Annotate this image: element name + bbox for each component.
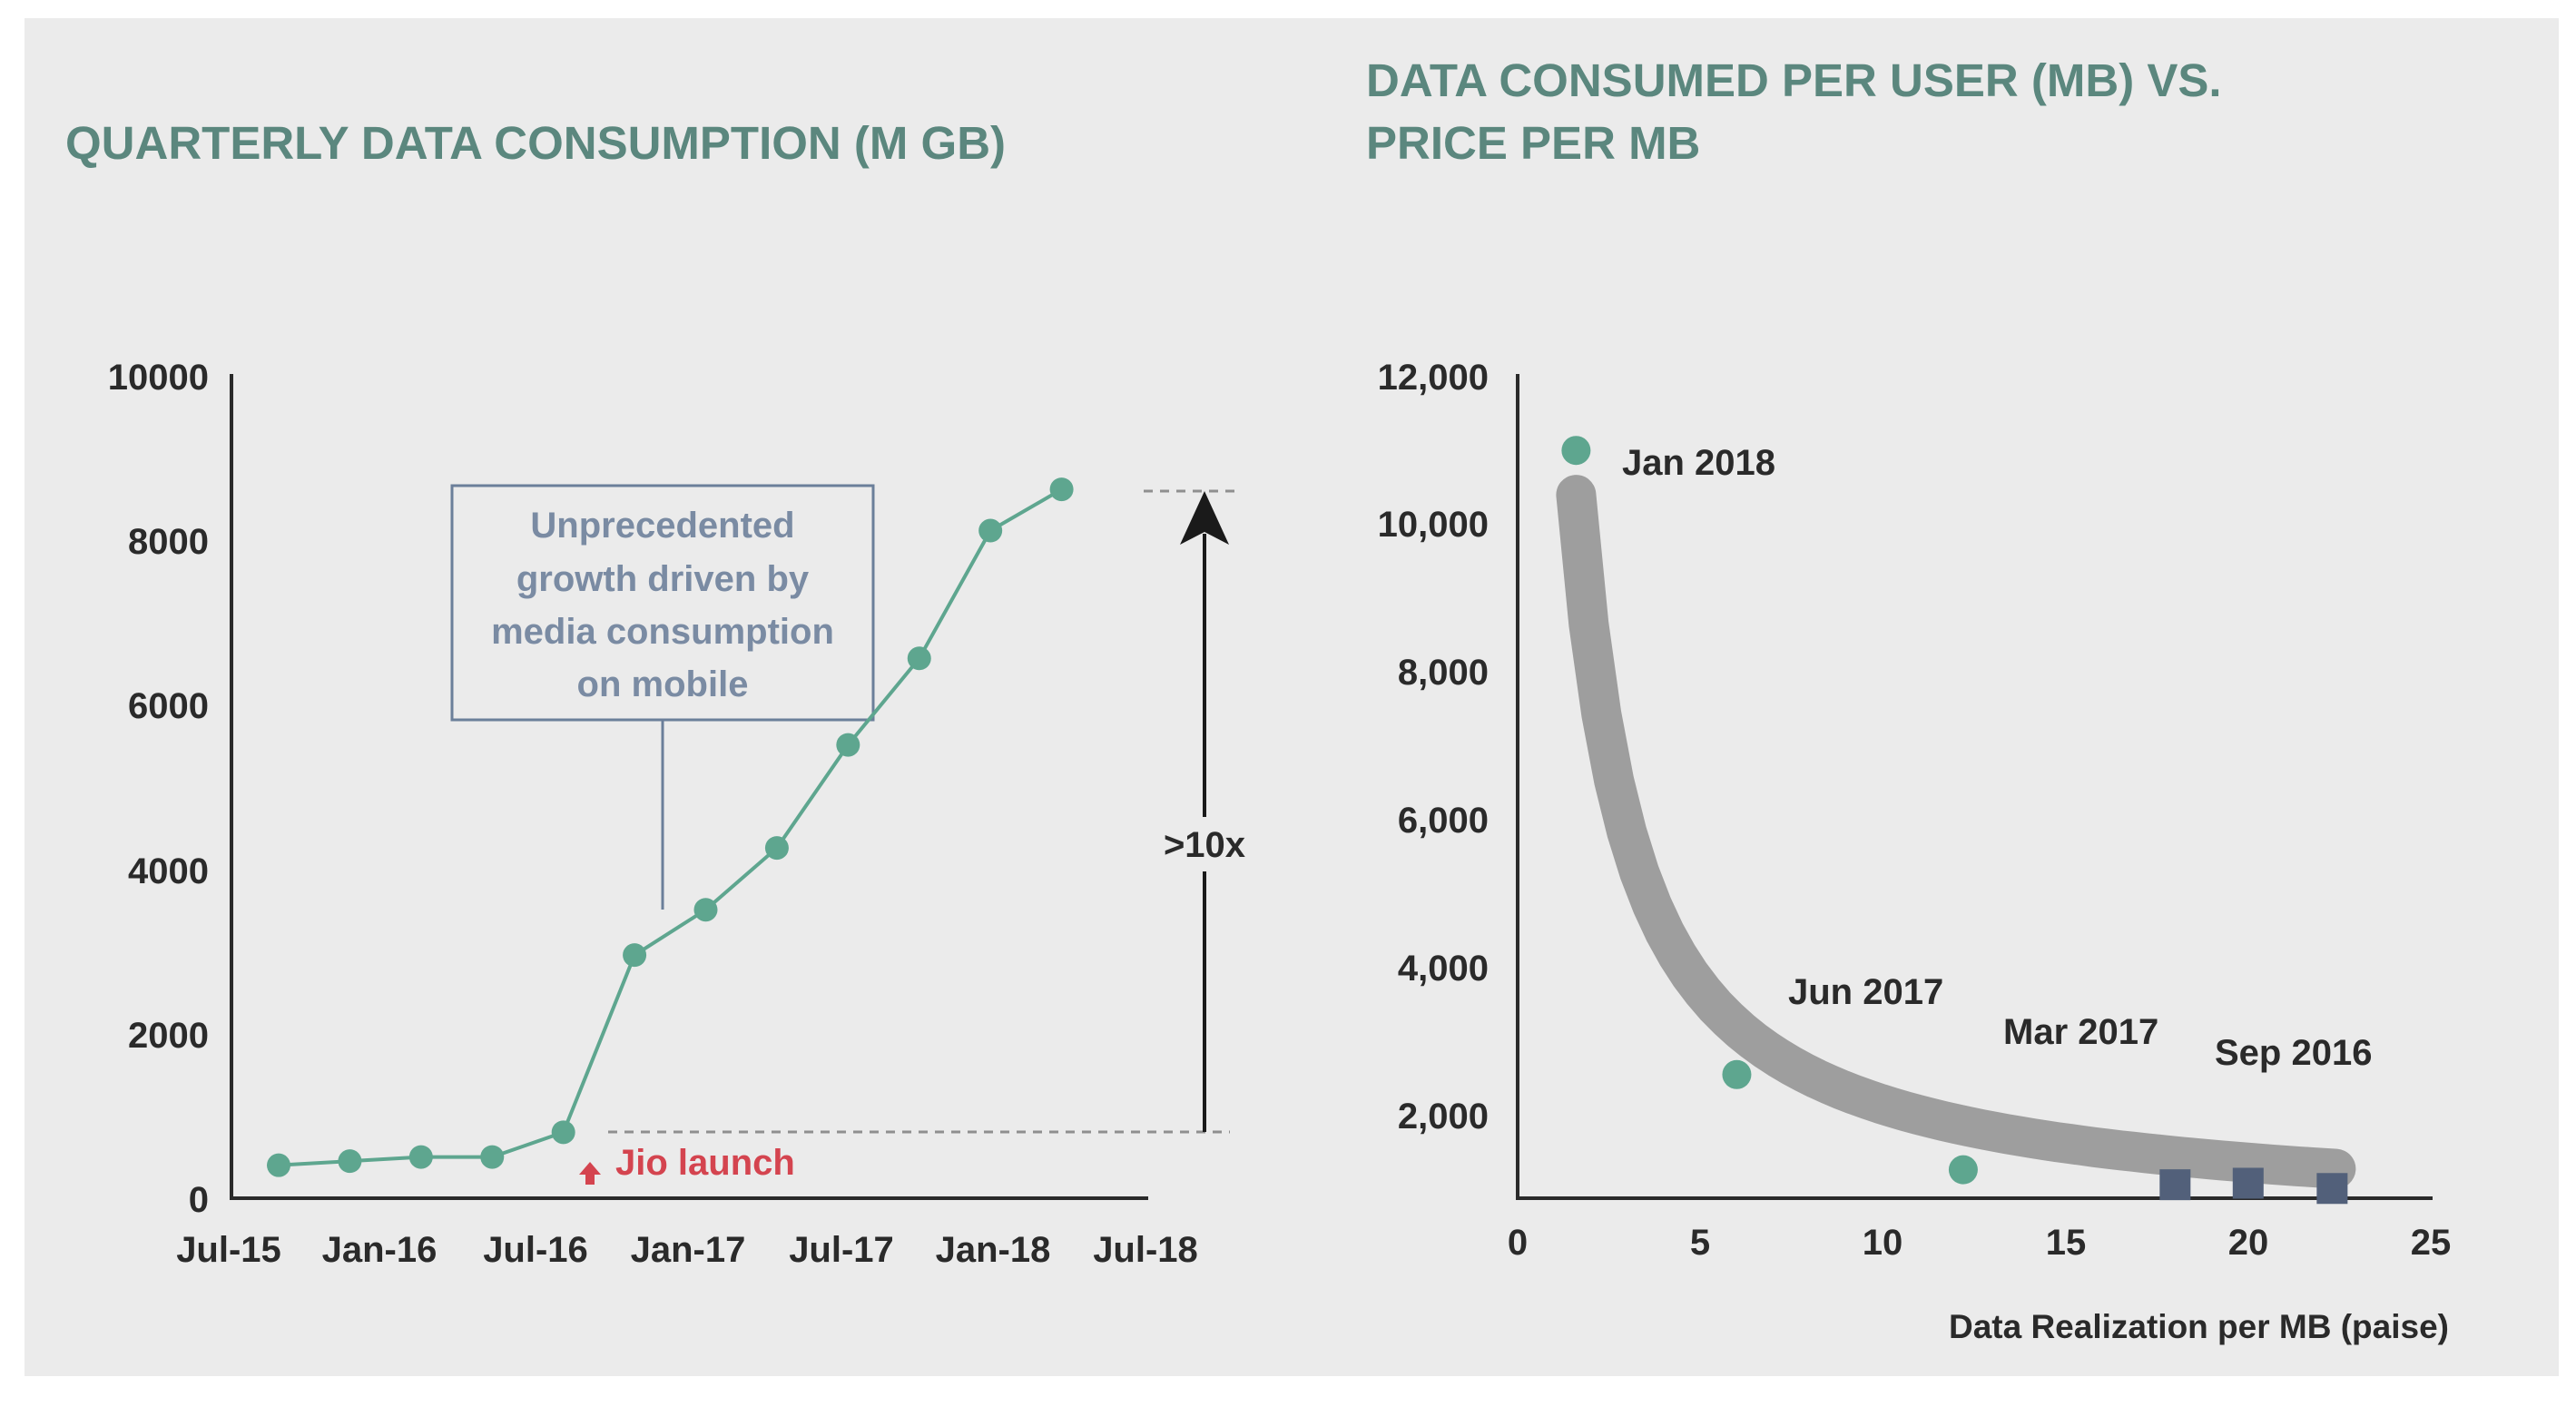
right-x-tick-label: 0	[1508, 1223, 1528, 1263]
growth-arrow-head-icon	[1180, 491, 1229, 545]
right-y-tick-label: 2,000	[1398, 1097, 1489, 1136]
right-x-tick-label: 20	[2228, 1223, 2269, 1263]
left-x-tick-label: Jul-17	[789, 1230, 894, 1270]
consumption-points	[267, 477, 1074, 1177]
left-chart-title: QUARTERLY DATA CONSUMPTION (M GB)	[65, 117, 1006, 169]
left-x-tick-label: Jul-15	[176, 1230, 281, 1270]
right-y-tick-label: 12,000	[1378, 358, 1489, 398]
consumption-point	[1049, 477, 1074, 502]
left-y-tick-label: 4000	[128, 851, 209, 891]
right-y-tick-label: 6,000	[1398, 801, 1489, 841]
left-x-tick-label: Jul-16	[483, 1230, 588, 1270]
consumption-point	[693, 898, 718, 922]
right-x-tick-label: 15	[2046, 1223, 2087, 1263]
callout-text-line: Unprecedented	[530, 506, 794, 546]
consumption-point	[480, 1145, 505, 1169]
left-y-tick-label: 6000	[128, 686, 209, 726]
point-label: Sep 2016	[2215, 1033, 2372, 1073]
left-y-tick-label: 10000	[108, 358, 209, 398]
right-y-tick-label: 10,000	[1378, 505, 1489, 545]
point-label: Jun 2017	[1788, 972, 1943, 1012]
right-chart-title-line: DATA CONSUMED PER USER (MB) VS.	[1366, 54, 2222, 106]
left-x-tick-label: Jan-18	[936, 1230, 1051, 1270]
scatter-circle-point	[1948, 1155, 1978, 1185]
scatter-square-point	[2159, 1169, 2191, 1201]
left-x-tick-label: Jul-18	[1093, 1230, 1198, 1270]
callout-text-line: media consumption	[491, 612, 834, 652]
scatter-points	[1561, 436, 2348, 1205]
right-chart-title-line: PRICE PER MB	[1366, 117, 1700, 169]
left-x-tick-label: Jan-17	[631, 1230, 746, 1270]
scatter-circle-point	[1722, 1059, 1752, 1089]
consumption-point	[907, 646, 931, 671]
point-label: Mar 2017	[2003, 1012, 2158, 1052]
left-x-tick-label: Jan-16	[322, 1230, 438, 1270]
scatter-square-point	[2316, 1173, 2348, 1205]
trend-band	[1556, 475, 2356, 1189]
right-x-tick-label: 5	[1690, 1223, 1710, 1263]
left-y-tick-label: 8000	[128, 522, 209, 562]
consumption-point	[408, 1145, 433, 1169]
right-chart: DATA CONSUMED PER USER (MB) VS. PRICE PE…	[1366, 54, 2451, 1345]
left-y-tick-label: 2000	[128, 1016, 209, 1056]
right-y-tick-label: 4,000	[1398, 949, 1489, 989]
right-y-tick-label: 8,000	[1398, 653, 1489, 693]
multiplier-label-bg	[1160, 817, 1251, 871]
consumption-point	[551, 1120, 575, 1145]
callout-text-line: on mobile	[577, 664, 749, 704]
consumption-point	[978, 518, 1003, 543]
scatter-circle-point	[1561, 436, 1591, 466]
consumption-point	[623, 943, 647, 968]
point-label: Jan 2018	[1622, 443, 1775, 483]
left-chart: QUARTERLY DATA CONSUMPTION (M GB) 10000 …	[65, 117, 1251, 1270]
right-x-tick-label: 10	[1863, 1223, 1903, 1263]
consumption-series-line	[278, 487, 1063, 1167]
scatter-square-point	[2232, 1167, 2264, 1199]
callout-text-line: growth driven by	[516, 559, 810, 599]
consumption-point	[836, 733, 860, 757]
consumption-point	[764, 836, 789, 861]
right-x-tick-label: 25	[2411, 1223, 2452, 1263]
right-x-axis-label: Data Realization per MB (paise)	[1949, 1308, 2449, 1345]
consumption-point	[267, 1153, 290, 1177]
left-y-tick-label: 0	[189, 1180, 209, 1220]
jio-launch-label: Jio launch	[615, 1143, 795, 1183]
jio-launch-arrow-icon	[579, 1162, 601, 1185]
consumption-point	[338, 1149, 362, 1174]
multiplier-label: >10x	[1164, 825, 1245, 865]
